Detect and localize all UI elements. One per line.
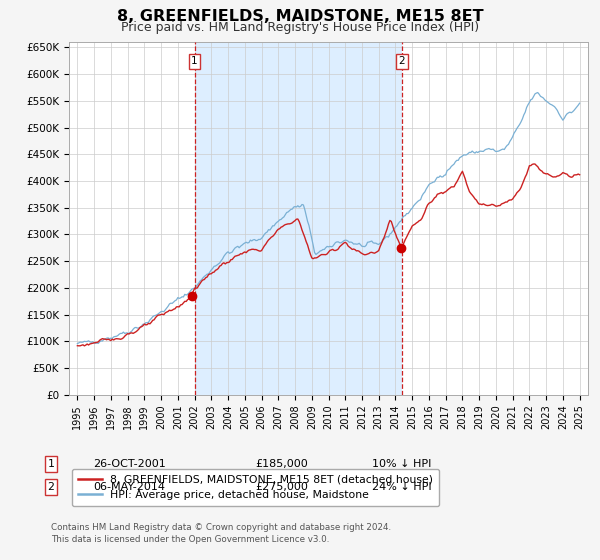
Text: 2: 2 [47, 482, 55, 492]
Text: 06-MAY-2014: 06-MAY-2014 [93, 482, 165, 492]
Text: 10% ↓ HPI: 10% ↓ HPI [372, 459, 431, 469]
Text: Contains HM Land Registry data © Crown copyright and database right 2024.: Contains HM Land Registry data © Crown c… [51, 523, 391, 532]
Text: Price paid vs. HM Land Registry's House Price Index (HPI): Price paid vs. HM Land Registry's House … [121, 21, 479, 34]
Text: 2: 2 [398, 57, 405, 67]
Text: £185,000: £185,000 [255, 459, 308, 469]
Text: 8, GREENFIELDS, MAIDSTONE, ME15 8ET: 8, GREENFIELDS, MAIDSTONE, ME15 8ET [116, 9, 484, 24]
Text: 1: 1 [47, 459, 55, 469]
Text: 26-OCT-2001: 26-OCT-2001 [93, 459, 166, 469]
Text: £275,000: £275,000 [255, 482, 308, 492]
Text: 1: 1 [191, 57, 198, 67]
Bar [194, 42, 401, 395]
Text: This data is licensed under the Open Government Licence v3.0.: This data is licensed under the Open Gov… [51, 535, 329, 544]
Text: 24% ↓ HPI: 24% ↓ HPI [372, 482, 431, 492]
Legend: 8, GREENFIELDS, MAIDSTONE, ME15 8ET (detached house), HPI: Average price, detach: 8, GREENFIELDS, MAIDSTONE, ME15 8ET (det… [72, 469, 439, 506]
